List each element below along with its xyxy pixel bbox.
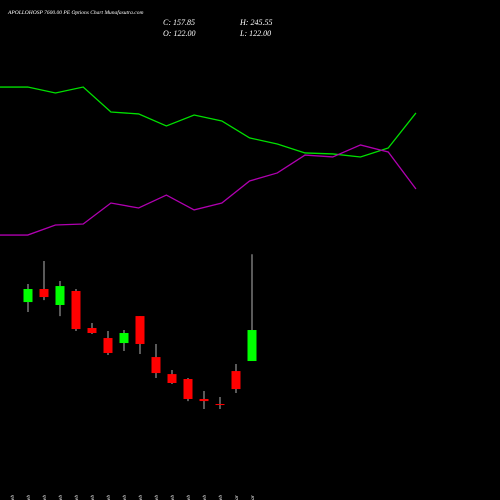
candle-body <box>151 357 161 374</box>
info: H: 245.55 <box>239 18 272 27</box>
line-series <box>0 144 417 236</box>
x-tick-label: 26 Feb <box>186 495 192 500</box>
candle-body <box>183 379 193 399</box>
x-tick-label: 24 Feb <box>153 495 160 500</box>
x-tick-label: 20 Feb <box>122 495 128 500</box>
x-tick-label: 18 Feb <box>90 495 96 500</box>
x-tick-label: 25 Feb <box>170 495 176 500</box>
x-tick-label: 11 Feb <box>10 495 16 500</box>
candle-body <box>103 338 113 353</box>
candle-body <box>247 330 257 362</box>
candle-body <box>39 288 49 298</box>
candle-body <box>199 398 209 402</box>
candle-body <box>135 316 145 344</box>
candle-body <box>71 290 81 330</box>
line-series <box>0 86 417 158</box>
x-tick-label: 12 Feb <box>26 495 32 500</box>
candle-body <box>167 374 177 383</box>
candle-body <box>231 371 241 390</box>
x-tick-label: 28 Feb <box>218 495 224 500</box>
x-tick-label: 21 Feb <box>138 495 144 500</box>
x-tick-label: 03 Mar <box>234 494 240 500</box>
info: C: 157.85 <box>163 18 195 27</box>
candle-body <box>87 327 97 334</box>
x-tick-label: 17 Feb <box>74 495 80 500</box>
info: O: 122.00 <box>163 29 195 38</box>
candle-body <box>119 333 129 344</box>
candle-body <box>215 404 225 406</box>
info: L: 122.00 <box>239 29 271 38</box>
x-tick-label: 19 Feb <box>106 495 112 500</box>
x-tick-label: 04 Mar <box>249 494 256 500</box>
x-tick-label: 13 Feb <box>42 495 48 500</box>
candle-body <box>23 288 33 303</box>
chart-title: APOLLOHOSP 7600.00 PE Options Chart Muna… <box>7 9 143 16</box>
candle-body <box>55 286 65 305</box>
x-tick-label: 14 Feb <box>57 495 64 500</box>
x-tick-label: 27 Feb <box>202 495 208 500</box>
